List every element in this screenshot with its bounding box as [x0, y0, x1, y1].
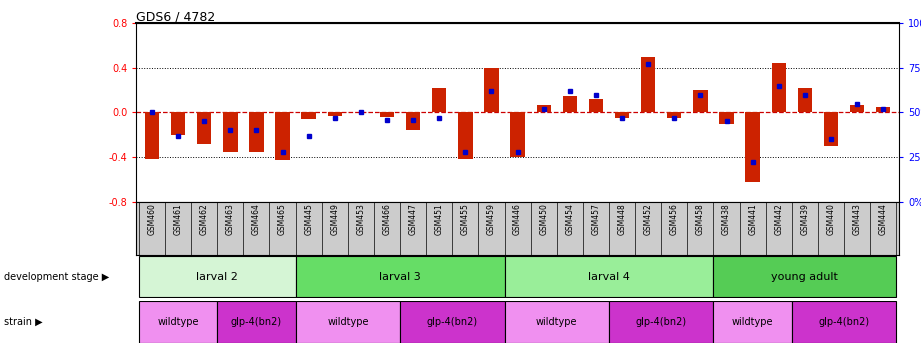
FancyBboxPatch shape	[139, 256, 296, 297]
Text: GSM447: GSM447	[409, 203, 417, 235]
FancyBboxPatch shape	[505, 301, 609, 343]
FancyBboxPatch shape	[139, 301, 217, 343]
Bar	[876, 107, 891, 112]
Bar	[328, 112, 342, 116]
FancyBboxPatch shape	[400, 301, 505, 343]
Bar	[458, 112, 472, 159]
FancyBboxPatch shape	[296, 301, 400, 343]
Text: GSM444: GSM444	[879, 203, 888, 235]
Text: GSM442: GSM442	[775, 203, 783, 235]
Text: GSM463: GSM463	[226, 203, 235, 235]
Text: wildtype: wildtype	[732, 317, 774, 327]
Text: wildtype: wildtype	[536, 317, 577, 327]
Text: GSM448: GSM448	[618, 203, 626, 235]
Text: GSM459: GSM459	[487, 203, 496, 235]
Text: GSM455: GSM455	[460, 203, 470, 235]
Bar	[563, 96, 577, 112]
Bar	[719, 112, 734, 124]
Text: glp-4(bn2): glp-4(bn2)	[231, 317, 282, 327]
Bar	[745, 112, 760, 182]
Text: GSM449: GSM449	[331, 203, 339, 235]
FancyBboxPatch shape	[505, 256, 714, 297]
Bar	[275, 112, 290, 160]
Bar	[667, 112, 682, 118]
Text: GSM439: GSM439	[800, 203, 810, 235]
Bar	[823, 112, 838, 146]
FancyBboxPatch shape	[714, 301, 792, 343]
Bar	[772, 63, 786, 112]
Bar	[615, 112, 629, 118]
Bar	[197, 112, 212, 144]
Text: GSM454: GSM454	[565, 203, 575, 235]
Bar	[484, 68, 498, 112]
Text: GDS6 / 4782: GDS6 / 4782	[136, 11, 216, 24]
Bar	[510, 112, 525, 157]
Text: glp-4(bn2): glp-4(bn2)	[635, 317, 687, 327]
Text: strain ▶: strain ▶	[4, 317, 42, 327]
Text: glp-4(bn2): glp-4(bn2)	[426, 317, 478, 327]
Bar	[171, 112, 185, 135]
Bar	[145, 112, 159, 159]
Bar	[223, 112, 238, 151]
Text: GSM440: GSM440	[826, 203, 835, 235]
Text: GSM460: GSM460	[147, 203, 157, 235]
Bar	[432, 88, 447, 112]
Bar	[850, 105, 864, 112]
Text: larval 3: larval 3	[379, 272, 421, 282]
FancyBboxPatch shape	[609, 301, 714, 343]
Text: GSM450: GSM450	[539, 203, 548, 235]
Text: GSM461: GSM461	[173, 203, 182, 235]
Text: GSM446: GSM446	[513, 203, 522, 235]
Text: GSM464: GSM464	[252, 203, 261, 235]
Text: wildtype: wildtype	[157, 317, 199, 327]
Bar	[537, 105, 551, 112]
Bar	[798, 88, 812, 112]
Bar	[406, 112, 420, 130]
Text: GSM451: GSM451	[435, 203, 444, 235]
Bar	[250, 112, 263, 151]
Text: GSM438: GSM438	[722, 203, 731, 235]
FancyBboxPatch shape	[217, 301, 296, 343]
Text: GSM462: GSM462	[200, 203, 209, 235]
FancyBboxPatch shape	[296, 256, 505, 297]
Text: GSM445: GSM445	[304, 203, 313, 235]
Bar	[379, 112, 394, 117]
Text: development stage ▶: development stage ▶	[4, 272, 109, 282]
Text: GSM466: GSM466	[382, 203, 391, 235]
Text: GSM465: GSM465	[278, 203, 287, 235]
Bar	[641, 57, 656, 112]
Bar	[301, 112, 316, 119]
Text: GSM458: GSM458	[696, 203, 705, 235]
Text: GSM452: GSM452	[644, 203, 653, 235]
Text: GSM443: GSM443	[853, 203, 862, 235]
Text: wildtype: wildtype	[327, 317, 368, 327]
Text: glp-4(bn2): glp-4(bn2)	[819, 317, 869, 327]
FancyBboxPatch shape	[714, 256, 896, 297]
FancyBboxPatch shape	[792, 301, 896, 343]
Text: GSM453: GSM453	[356, 203, 366, 235]
Text: larval 2: larval 2	[196, 272, 239, 282]
Text: larval 4: larval 4	[589, 272, 630, 282]
Text: young adult: young adult	[772, 272, 838, 282]
Text: GSM441: GSM441	[748, 203, 757, 235]
Bar	[694, 90, 707, 112]
Text: GSM457: GSM457	[591, 203, 600, 235]
Text: GSM456: GSM456	[670, 203, 679, 235]
Bar	[589, 99, 603, 112]
